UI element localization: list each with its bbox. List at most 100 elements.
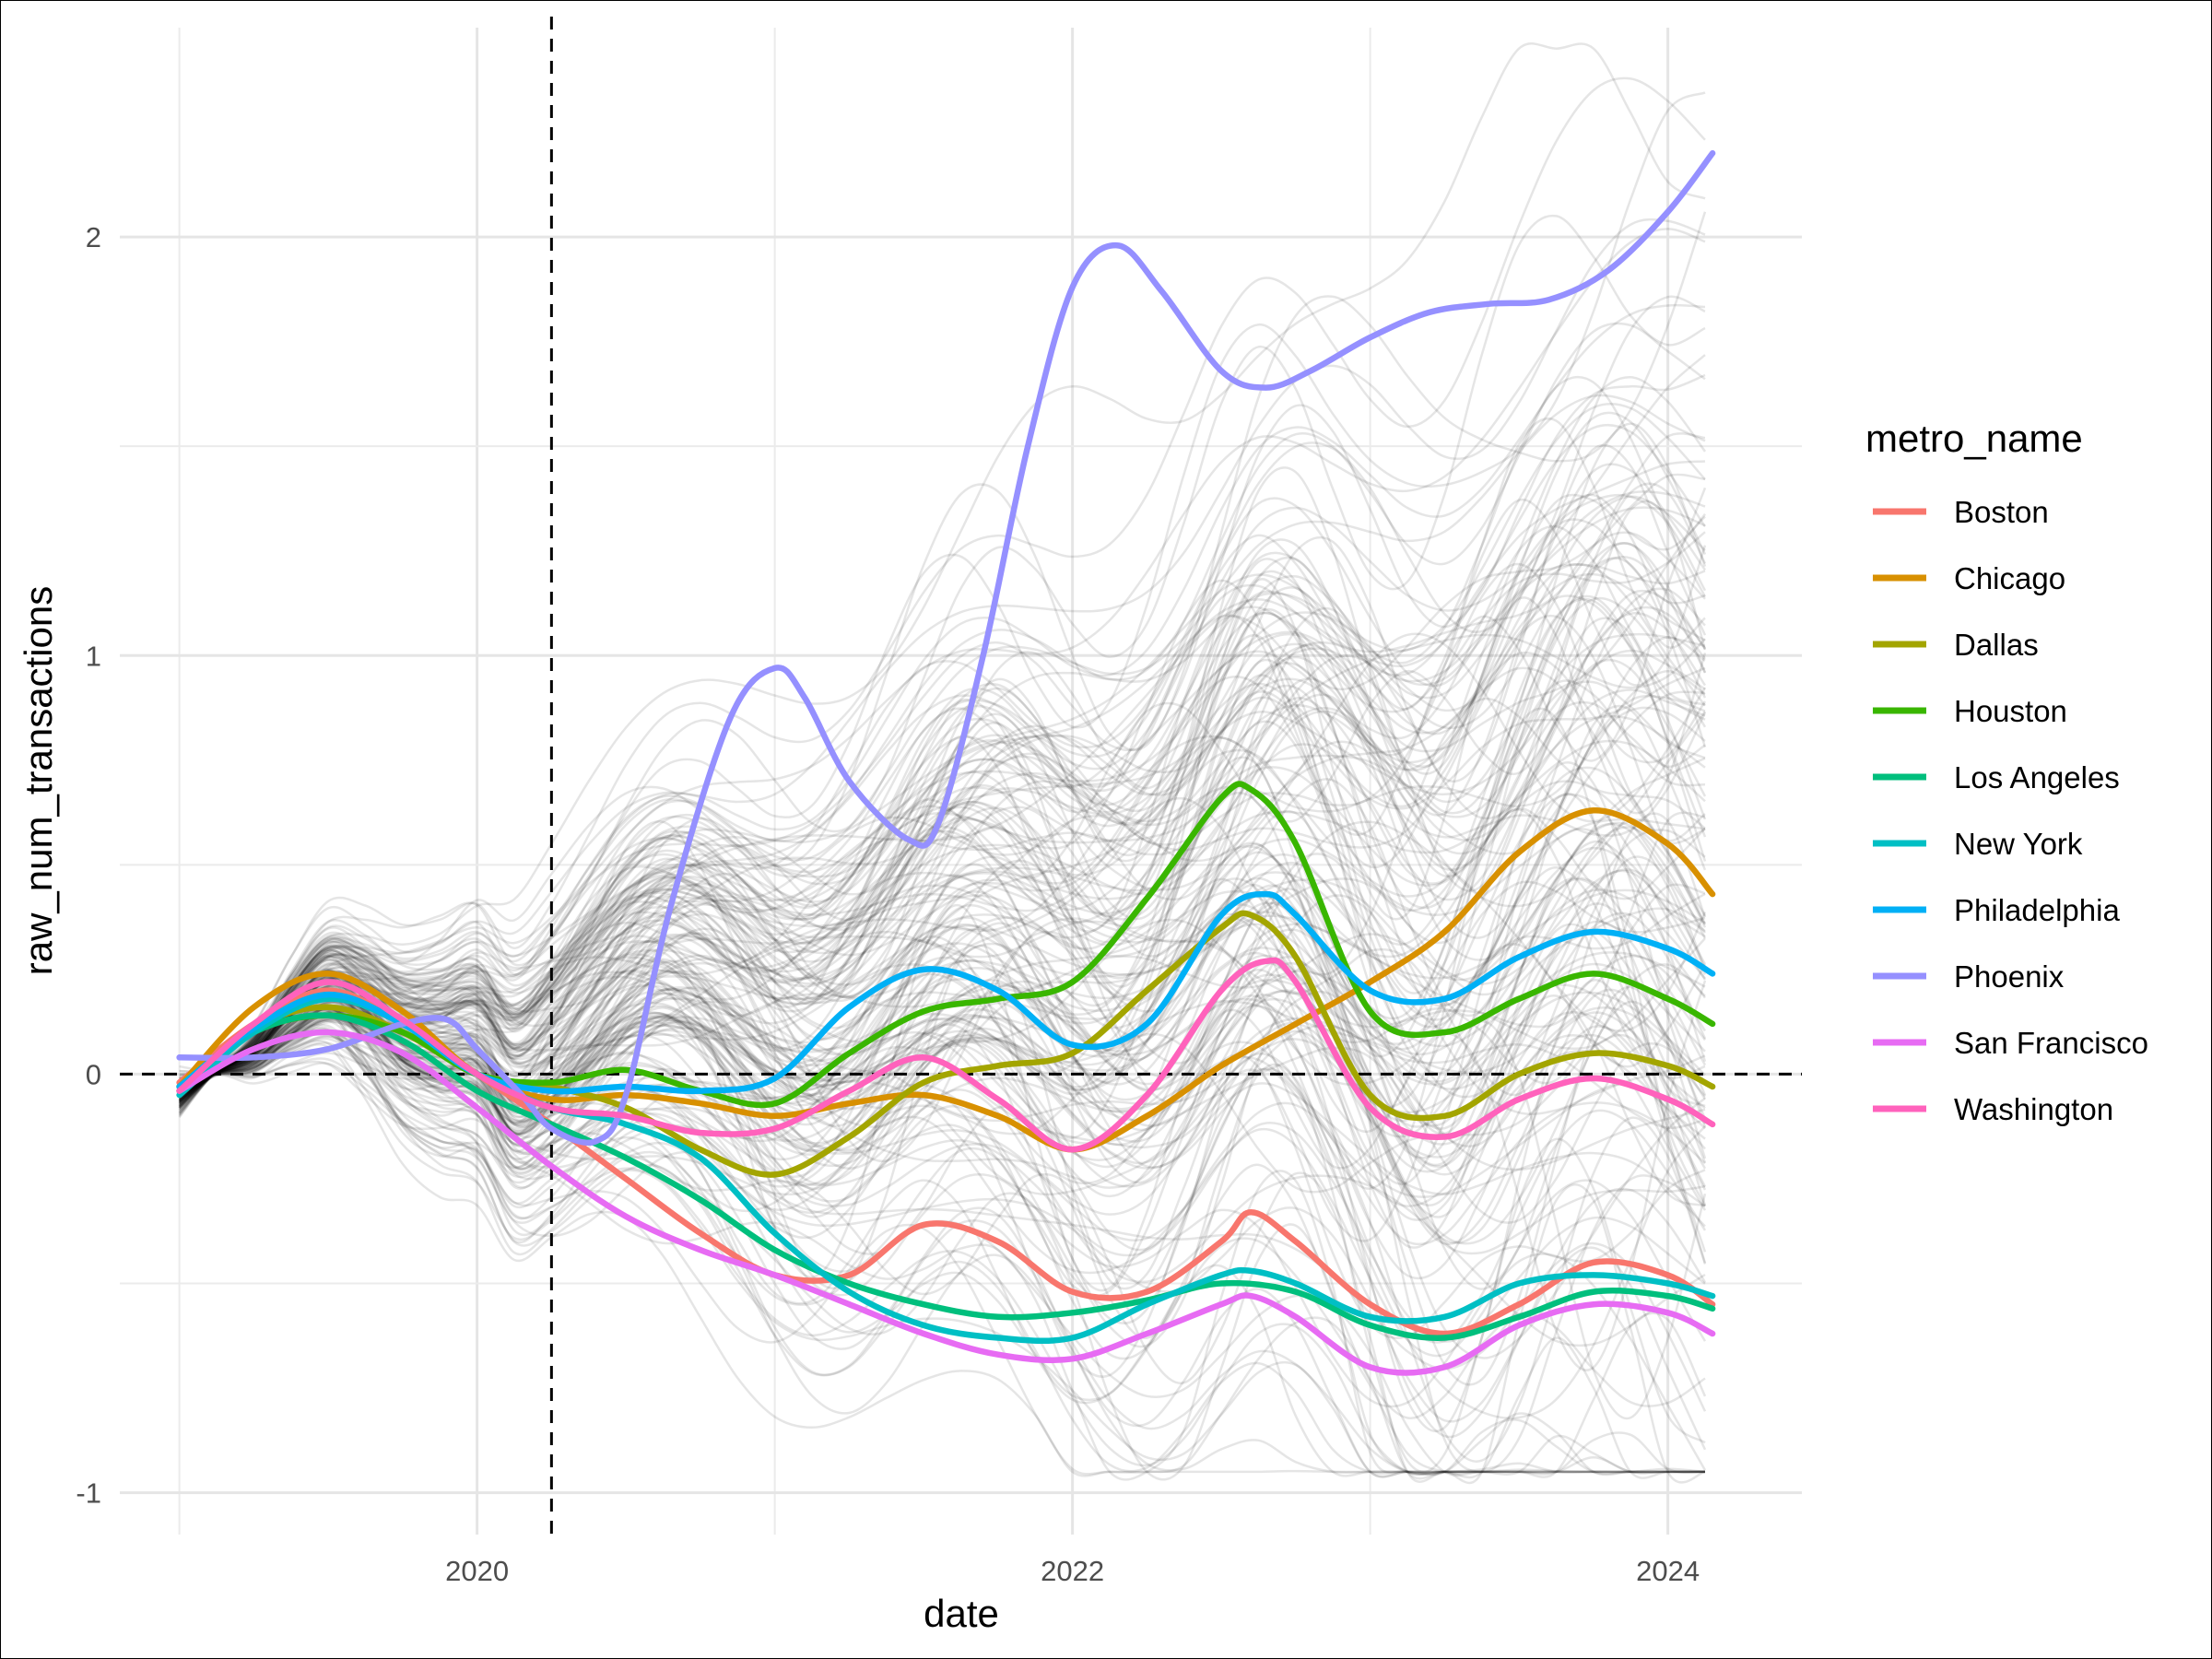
y-axis-ticks: -1 0 1 2: [76, 221, 101, 1510]
background-line: [178, 76, 1706, 1093]
background-line: [178, 1002, 1707, 1471]
background-line: [178, 1007, 1705, 1481]
background-line: [179, 1028, 1705, 1475]
x-tick-label: 2022: [1041, 1555, 1104, 1587]
background-line: [178, 376, 1707, 1099]
background-line: [179, 982, 1706, 1474]
background-line: [178, 651, 1707, 1106]
background-line: [178, 756, 1706, 1102]
background-line: [179, 829, 1706, 1099]
background-line: [178, 531, 1706, 1100]
background-line: [179, 506, 1706, 1087]
background-line: [179, 493, 1707, 1088]
background-line: [179, 1029, 1706, 1343]
background-line: [178, 563, 1706, 1103]
background-line: [179, 766, 1707, 1124]
legend-label-new-york: New York: [1954, 827, 2083, 861]
background-line: [179, 1057, 1705, 1477]
legend-label-los-angeles: Los Angeles: [1954, 760, 2120, 794]
background-line: [179, 1027, 1705, 1478]
background-line: [179, 633, 1706, 1091]
background-line: [179, 493, 1707, 1072]
background-line: [178, 704, 1707, 1110]
background-line: [178, 513, 1707, 1094]
background-line: [178, 403, 1706, 1095]
background-line: [178, 991, 1706, 1114]
background-line: [178, 1037, 1707, 1412]
background-line: [178, 842, 1706, 1109]
legend-label-houston: Houston: [1954, 694, 2067, 728]
background-line: [178, 482, 1707, 1101]
background-line: [178, 322, 1706, 1103]
background-line: [179, 303, 1706, 1087]
legend-label-chicago: Chicago: [1954, 561, 2065, 595]
background-line: [179, 988, 1707, 1244]
background-line: [179, 739, 1706, 1079]
legend-label-philadelphia: Philadelphia: [1954, 893, 2120, 927]
background-line: [178, 466, 1706, 1101]
background-metro-lines: [178, 42, 1707, 1485]
background-line: [178, 989, 1707, 1463]
background-line: [178, 432, 1706, 1092]
background-line: [179, 1012, 1705, 1478]
y-tick-label: -1: [76, 1477, 101, 1510]
background-line: [178, 1031, 1705, 1476]
background-line: [178, 1008, 1705, 1475]
background-line: [179, 611, 1706, 1080]
background-line: [179, 463, 1707, 1089]
background-line: [179, 218, 1706, 1090]
background-line: [178, 666, 1706, 1100]
background-line: [178, 596, 1707, 1097]
background-line: [178, 986, 1707, 1439]
background-line: [178, 542, 1707, 1107]
background-line: [178, 1043, 1705, 1477]
background-line: [178, 228, 1706, 1109]
series-line-los-angeles: [176, 1012, 1716, 1341]
highlighted-series: [176, 149, 1716, 1376]
background-line: [178, 417, 1706, 1108]
background-line: [178, 696, 1707, 1098]
background-line: [179, 669, 1706, 1089]
x-axis-ticks: 2020 2022 2024: [445, 1555, 1700, 1587]
background-line: [178, 490, 1706, 1095]
background-line: [178, 295, 1706, 1100]
background-line: [178, 884, 1707, 1218]
background-line: [179, 869, 1707, 1093]
x-tick-label: 2020: [445, 1555, 509, 1587]
background-line: [178, 1040, 1705, 1474]
background-line: [178, 594, 1707, 1110]
x-axis-title: date: [924, 1592, 999, 1635]
series-line-washington: [176, 957, 1716, 1153]
background-line: [178, 562, 1706, 1094]
background-line: [179, 563, 1706, 1084]
background-line: [179, 460, 1706, 1080]
background-line: [179, 961, 1706, 1359]
y-tick-label: 1: [86, 640, 101, 672]
background-line: [179, 1019, 1707, 1451]
background-line: [179, 811, 1706, 1139]
background-line: [178, 761, 1707, 1185]
background-line: [179, 697, 1706, 1090]
background-line: [178, 597, 1707, 1091]
background-line: [178, 572, 1706, 1099]
legend-label-san-francisco: San Francisco: [1954, 1026, 2148, 1060]
background-line: [178, 594, 1706, 1095]
background-line: [178, 658, 1706, 1092]
background-line: [179, 649, 1706, 1089]
background-line: [178, 961, 1706, 1249]
background-line: [178, 578, 1707, 1099]
background-line: [178, 1062, 1706, 1480]
legend-label-boston: Boston: [1954, 495, 2049, 529]
background-line: [178, 589, 1706, 1109]
background-line: [178, 666, 1706, 1102]
background-line: [178, 706, 1706, 1113]
legend-label-dallas: Dallas: [1954, 628, 2039, 662]
background-line: [178, 1006, 1707, 1478]
background-line: [178, 969, 1707, 1245]
series-line-chicago: [176, 807, 1716, 1153]
background-line: [178, 674, 1706, 1101]
background-line: [178, 617, 1707, 1093]
background-line: [179, 211, 1707, 1088]
